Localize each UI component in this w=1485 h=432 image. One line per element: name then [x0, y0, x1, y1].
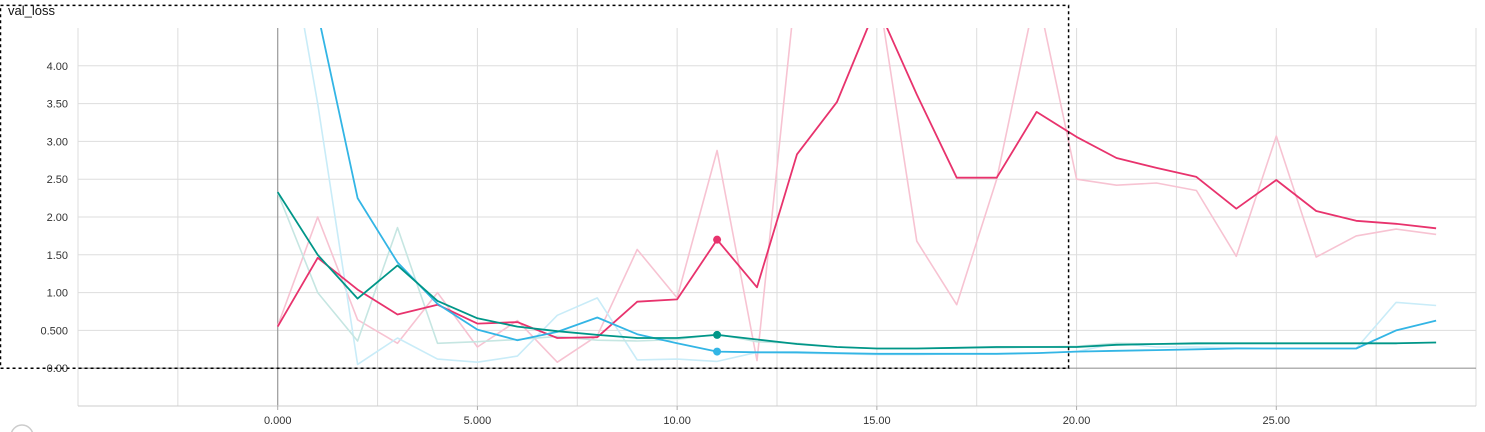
y-tick-label: 2.00	[47, 212, 68, 224]
series-3-line[interactable]	[276, 191, 1437, 350]
series-2-line[interactable]	[278, 0, 1437, 355]
grid-lines	[77, 28, 1477, 406]
series-1-raw-line[interactable]	[276, 0, 1437, 364]
y-tick-label: 4.00	[47, 61, 68, 73]
zoom-selection-box	[0, 4, 1070, 369]
x-tick-label: 15.00	[863, 415, 891, 427]
x-tick-label: 0.000	[264, 415, 292, 427]
y-tick-label: 3.50	[47, 99, 68, 111]
selection-overlay	[0, 4, 1070, 432]
y-tick-label: 1.00	[47, 288, 68, 300]
series-2-hover-point[interactable]	[713, 347, 722, 356]
y-tick-label: 0.500	[40, 325, 68, 337]
series-1-hover-point[interactable]	[713, 235, 722, 244]
y-tick-label: 2.50	[47, 174, 68, 186]
x-tick-label: 5.000	[464, 415, 492, 427]
x-tick-label: 20.00	[1063, 415, 1091, 427]
chart-title: val_loss	[8, 3, 55, 18]
corner-circle-icon	[10, 424, 34, 432]
y-tick-label: 1.50	[47, 250, 68, 262]
y-tick-label: 3.00	[47, 136, 68, 148]
tick-labels: 0.000 5.000 10.00 15.00 20.00 25.00 0.00 0.500 1…	[40, 61, 1290, 427]
series-layer[interactable]	[276, 0, 1437, 366]
x-tick-label: 25.00	[1263, 415, 1291, 427]
series-3-hover-point[interactable]	[713, 330, 722, 339]
y-tick-label: 0.00	[47, 363, 68, 375]
series-3-raw-line[interactable]	[276, 192, 1437, 350]
x-tick-label: 10.00	[663, 415, 691, 427]
series-1-line[interactable]	[276, 5, 1437, 339]
